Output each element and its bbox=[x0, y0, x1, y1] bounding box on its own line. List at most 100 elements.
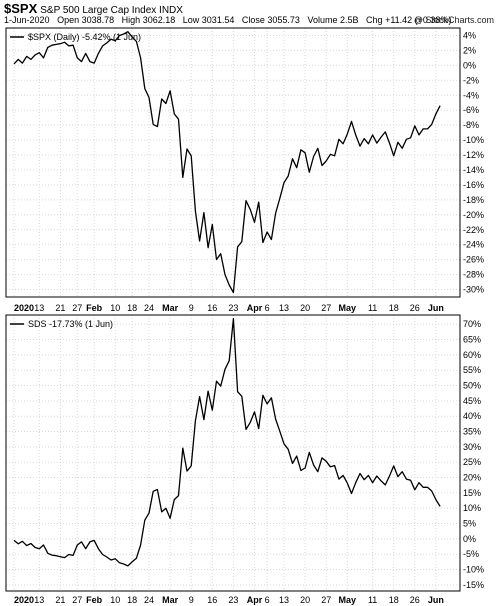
x-tick-label: Apr bbox=[247, 595, 263, 605]
x-tick-label: 27 bbox=[72, 595, 82, 605]
x-tick-label: 21 bbox=[55, 303, 65, 313]
x-tick-label: 6 bbox=[265, 303, 270, 313]
x-tick-label: 26 bbox=[410, 303, 420, 313]
x-tick-label: 24 bbox=[144, 303, 154, 313]
y-tick-label: 15% bbox=[463, 488, 481, 498]
y-tick-label: -2% bbox=[463, 75, 479, 85]
high-value: 3062.18 bbox=[142, 15, 176, 25]
x-tick-label: 27 bbox=[72, 303, 82, 313]
x-tick-label: 13 bbox=[279, 595, 289, 605]
x-tick-label: 24 bbox=[144, 595, 154, 605]
stockcharts-brand: @ StockCharts.com bbox=[413, 15, 494, 25]
x-tick-label: 2020 bbox=[14, 303, 34, 313]
x-tick-label: 10 bbox=[110, 595, 120, 605]
close-label: Close bbox=[241, 15, 265, 25]
x-tick-label: 6 bbox=[265, 595, 270, 605]
y-tick-label: 50% bbox=[463, 381, 481, 391]
low-value: 3031.54 bbox=[201, 15, 235, 25]
x-tick-label: Jun bbox=[428, 303, 444, 313]
y-tick-label: 60% bbox=[463, 350, 481, 360]
y-tick-label: 30% bbox=[463, 442, 481, 452]
x-tick-label: 16 bbox=[207, 595, 217, 605]
x-tick-label: 13 bbox=[34, 595, 44, 605]
close-value: 3055.73 bbox=[267, 15, 300, 25]
x-tick-label: 18 bbox=[127, 303, 137, 313]
chg-value: +11.42 (+0.38%) bbox=[385, 15, 452, 25]
x-tick-label: Feb bbox=[86, 595, 103, 605]
low-label: Low bbox=[182, 15, 200, 25]
y-tick-label: -22% bbox=[463, 225, 484, 235]
x-tick-label: 18 bbox=[389, 303, 399, 313]
x-tick-label: 13 bbox=[279, 303, 289, 313]
chart-header: $SPX S&P 500 Large Cap Index INDX bbox=[4, 1, 183, 16]
ticker-description: S&P 500 Large Cap Index INDX bbox=[40, 5, 183, 16]
series-line bbox=[13, 31, 441, 294]
x-tick-label: May bbox=[339, 303, 357, 313]
y-tick-label: 55% bbox=[463, 365, 481, 375]
y-tick-label: -24% bbox=[463, 240, 484, 250]
x-tick-label: 21 bbox=[55, 595, 65, 605]
legend-entry: SDS -17.73% (1 Jun) bbox=[28, 319, 113, 329]
x-tick-label: 18 bbox=[389, 595, 399, 605]
y-tick-label: 70% bbox=[463, 319, 481, 329]
volume-value: 2.5B bbox=[340, 15, 359, 25]
y-tick-label: -30% bbox=[463, 285, 484, 295]
volume-label: Volume bbox=[307, 15, 338, 25]
x-tick-label: 20 bbox=[300, 595, 310, 605]
x-tick-label: 27 bbox=[321, 595, 331, 605]
y-tick-label: 0% bbox=[463, 60, 476, 70]
y-tick-label: 20% bbox=[463, 473, 481, 483]
y-tick-label: -12% bbox=[463, 150, 484, 160]
x-tick-label: May bbox=[339, 595, 357, 605]
y-tick-label: -28% bbox=[463, 270, 484, 280]
y-tick-label: -15% bbox=[463, 580, 484, 590]
y-tick-label: 2% bbox=[463, 45, 476, 55]
x-tick-label: Mar bbox=[162, 303, 179, 313]
y-tick-label: -26% bbox=[463, 255, 484, 265]
x-tick-label: 10 bbox=[110, 303, 120, 313]
x-tick-label: 27 bbox=[321, 303, 331, 313]
x-tick-label: 26 bbox=[410, 595, 420, 605]
quote-date: 1-Jun-2020 bbox=[4, 15, 50, 25]
y-tick-label: -14% bbox=[463, 165, 484, 175]
y-tick-label: -18% bbox=[463, 195, 484, 205]
y-tick-label: 5% bbox=[463, 519, 476, 529]
x-tick-label: Jun bbox=[428, 595, 444, 605]
open-value: 3038.78 bbox=[81, 15, 115, 25]
ticker-symbol: $SPX bbox=[4, 1, 38, 16]
ohlc-readout: 1-Jun-2020 Open 3038.78 High 3062.18 Low… bbox=[4, 15, 451, 25]
y-tick-label: 40% bbox=[463, 411, 481, 421]
plot-frame bbox=[5, 27, 461, 298]
series-line bbox=[13, 318, 441, 567]
x-tick-label: 23 bbox=[228, 595, 238, 605]
x-tick-label: 2020 bbox=[14, 595, 34, 605]
y-tick-label: 0% bbox=[463, 534, 476, 544]
x-tick-label: 20 bbox=[300, 303, 310, 313]
y-tick-label: 25% bbox=[463, 457, 481, 467]
x-tick-label: 9 bbox=[189, 595, 194, 605]
plot-frame bbox=[5, 314, 461, 592]
x-tick-label: 13 bbox=[34, 303, 44, 313]
high-label: High bbox=[121, 15, 141, 25]
legend-entry: $SPX (Daily) -5.42% (1 Jun) bbox=[28, 32, 141, 42]
y-tick-label: 45% bbox=[463, 396, 481, 406]
y-tick-label: -4% bbox=[463, 90, 479, 100]
x-tick-label: 23 bbox=[228, 303, 238, 313]
open-label: Open bbox=[57, 15, 80, 25]
y-tick-label: 10% bbox=[463, 503, 481, 513]
y-tick-label: -6% bbox=[463, 105, 479, 115]
x-tick-label: 9 bbox=[189, 303, 194, 313]
y-tick-label: -10% bbox=[463, 135, 484, 145]
y-tick-label: 4% bbox=[463, 30, 476, 40]
x-tick-label: 16 bbox=[207, 303, 217, 313]
y-tick-label: -10% bbox=[463, 565, 484, 575]
x-tick-label: 11 bbox=[368, 303, 377, 313]
y-tick-label: 35% bbox=[463, 427, 481, 437]
x-tick-label: 18 bbox=[127, 595, 137, 605]
y-tick-label: -5% bbox=[463, 549, 479, 559]
y-tick-label: -16% bbox=[463, 180, 484, 190]
x-tick-label: Apr bbox=[247, 303, 263, 313]
y-tick-label: 65% bbox=[463, 335, 481, 345]
x-tick-label: Feb bbox=[86, 303, 103, 313]
